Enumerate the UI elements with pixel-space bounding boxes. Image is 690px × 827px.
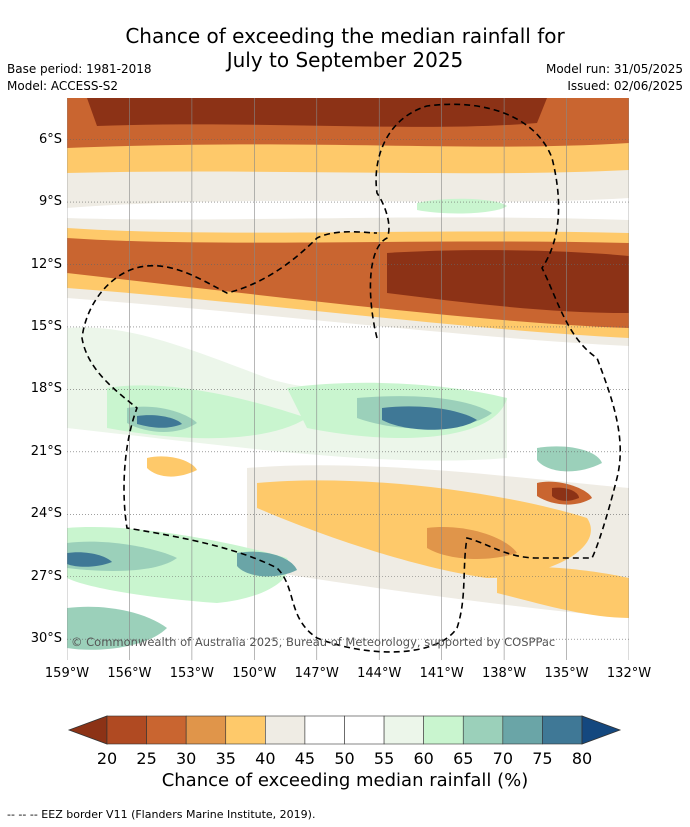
dry-spot-west bbox=[147, 456, 197, 477]
latitude-label: 9°S bbox=[38, 194, 62, 210]
colorbar-tick-label: 35 bbox=[216, 749, 236, 768]
colorbar-cell bbox=[304, 715, 345, 745]
latitude-label: 27°S bbox=[30, 568, 62, 584]
colorbar-cell bbox=[383, 715, 424, 745]
map-title-line1: Chance of exceeding the median rainfall … bbox=[125, 24, 565, 48]
colorbar-tick-label: 40 bbox=[255, 749, 275, 768]
dry-band-central-core bbox=[387, 250, 629, 313]
latitude-label: 21°S bbox=[30, 443, 62, 459]
rainfall-map: © Commonwealth of Australia 2025, Bureau… bbox=[67, 98, 629, 660]
colorbar-cell bbox=[265, 715, 306, 745]
latitude-label: 30°S bbox=[30, 631, 62, 647]
longitude-label: 141°W bbox=[419, 666, 464, 681]
eez-legend-note: -- -- -- EEZ border V11 (Flanders Marine… bbox=[7, 808, 316, 821]
longitude-label: 156°W bbox=[107, 666, 152, 681]
model-run: Model run: 31/05/2025 bbox=[545, 62, 683, 76]
colorbar-tick-label: 55 bbox=[374, 749, 394, 768]
colorbar-cell bbox=[462, 715, 504, 745]
eez-border bbox=[81, 103, 622, 653]
longitude-label: 159°W bbox=[44, 666, 90, 681]
longitude-label: 135°W bbox=[544, 666, 589, 681]
colorbar-tick-label: 30 bbox=[176, 749, 196, 768]
colorbar-cell bbox=[146, 715, 187, 745]
wet-center-southwest bbox=[67, 552, 112, 567]
longitude-label: 153°W bbox=[169, 666, 214, 681]
colorbar-tick-label: 75 bbox=[532, 749, 552, 768]
longitude-label: 150°W bbox=[232, 666, 277, 681]
colorbar-under-arrow bbox=[67, 715, 108, 745]
wet-center-west bbox=[137, 415, 182, 428]
colorbar-tick-label: 80 bbox=[572, 749, 592, 768]
colorbar-tick-label: 45 bbox=[295, 749, 315, 768]
colorbar-cell bbox=[225, 715, 266, 745]
copyright-notice: © Commonwealth of Australia 2025, Bureau… bbox=[71, 635, 555, 649]
latitude-label: 15°S bbox=[30, 318, 62, 334]
colorbar-tick-label: 70 bbox=[493, 749, 513, 768]
colorbar-cell bbox=[502, 715, 543, 745]
colorbar-tick-label: 25 bbox=[136, 749, 156, 768]
wet-patch-10s bbox=[417, 198, 507, 214]
latitude-label: 12°S bbox=[30, 256, 62, 272]
map-canvas: © Commonwealth of Australia 2025, Bureau… bbox=[67, 98, 629, 660]
colorbar-cell bbox=[185, 715, 227, 745]
graticule bbox=[67, 98, 629, 660]
issued-date: Issued: 02/06/2025 bbox=[567, 79, 683, 93]
colorbar-tick-label: 50 bbox=[334, 749, 354, 768]
colorbar-tick-label: 60 bbox=[413, 749, 433, 768]
longitude-label: 147°W bbox=[294, 666, 339, 681]
colorbar-over-arrow bbox=[581, 715, 622, 745]
dry-spot-southeast-core bbox=[552, 487, 579, 501]
base-period: Base period: 1981-2018 bbox=[7, 62, 152, 76]
dry-band-south-core bbox=[427, 527, 517, 560]
wet-center-east bbox=[382, 406, 477, 430]
map-title-line2: July to September 2025 bbox=[226, 48, 464, 72]
latitude-label: 24°S bbox=[30, 506, 62, 522]
colorbar-tick-label: 20 bbox=[97, 749, 117, 768]
colorbar-cell bbox=[344, 715, 385, 745]
colorbar: 20 25 30 35 40 45 50 55 60 65 70 75 80 bbox=[67, 715, 622, 768]
latitude-label: 6°S bbox=[38, 131, 62, 147]
colorbar-cell bbox=[542, 715, 583, 745]
longitude-label: 132°W bbox=[606, 666, 652, 681]
colorbar-cell bbox=[423, 715, 464, 745]
dry-region-bottom-east bbox=[497, 566, 629, 618]
longitude-label: 138°W bbox=[482, 666, 527, 681]
colorbar-tick-label: 65 bbox=[453, 749, 473, 768]
colorbar-cell bbox=[106, 715, 147, 745]
model-name: Model: ACCESS-S2 bbox=[7, 79, 119, 93]
longitude-label: 144°W bbox=[357, 666, 402, 681]
latitude-label: 18°S bbox=[30, 381, 62, 397]
colorbar-title: Chance of exceeding median rainfall (%) bbox=[161, 770, 529, 791]
wet-patch-east bbox=[537, 446, 602, 472]
